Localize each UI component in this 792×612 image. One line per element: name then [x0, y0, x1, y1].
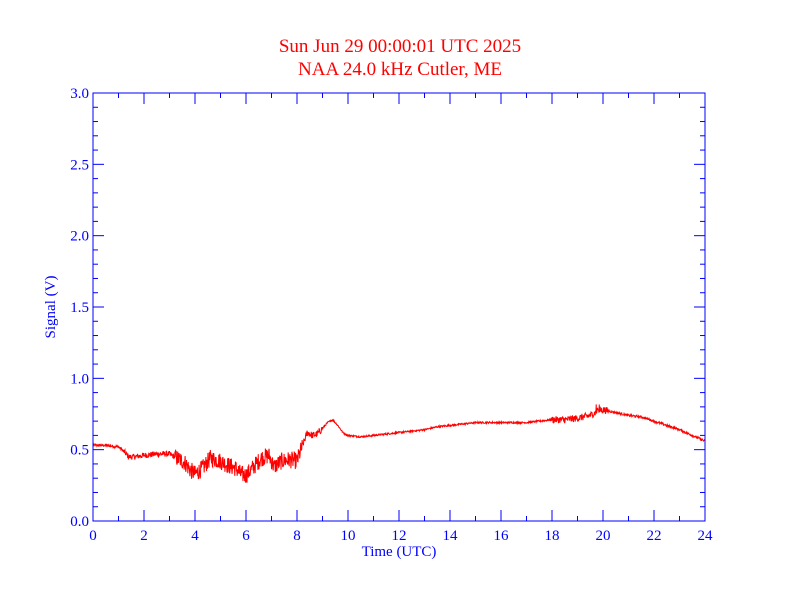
y-tick-label: 1.5: [70, 300, 89, 316]
chart-subtitle: NAA 24.0 kHz Cutler, ME: [298, 59, 502, 80]
x-axis-label: Time (UTC): [362, 544, 437, 560]
x-axis-ticks: 0 2 4 6 8 10 12 14 16 18 20 22 24: [89, 93, 713, 544]
plot-frame: [92, 92, 706, 522]
x-tick-label: 4: [191, 528, 199, 544]
y-tick-label: 1.0: [70, 371, 89, 387]
y-tick-label: 0.5: [70, 443, 89, 459]
x-tick-label: 0: [89, 528, 97, 544]
y-tick-label: 2.0: [70, 229, 89, 245]
x-tick-label: 8: [293, 528, 301, 544]
x-tick-label: 10: [341, 528, 356, 544]
x-tick-label: 2: [140, 528, 148, 544]
chart-title: Sun Jun 29 00:00:01 UTC 2025: [278, 36, 522, 57]
y-axis-ticks: 0.0 0.5 1.0 1.5 2.0 2.5 3.0: [70, 86, 705, 530]
y-tick-label: 3.0: [70, 86, 89, 102]
x-tick-label: 20: [596, 528, 611, 544]
x-tick-label: 18: [545, 528, 560, 544]
y-axis-label: Signal (V): [43, 276, 59, 339]
y-tick-label: 2.5: [70, 157, 89, 173]
x-tick-label: 6: [242, 528, 250, 544]
x-tick-label: 22: [647, 528, 662, 544]
y-tick-label: 0.0: [70, 514, 89, 530]
signal-series-line: [92, 404, 706, 483]
x-tick-label: 14: [443, 528, 459, 544]
x-tick-label: 24: [698, 528, 714, 544]
x-tick-label: 12: [392, 528, 407, 544]
x-tick-label: 16: [494, 528, 510, 544]
